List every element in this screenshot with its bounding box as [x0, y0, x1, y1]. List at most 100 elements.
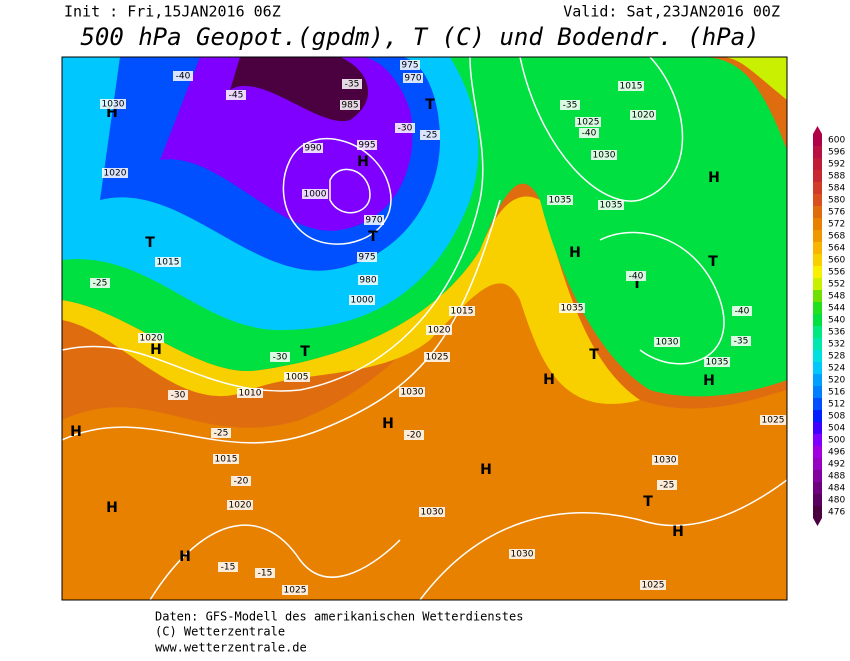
colorbar-tick: 500 [828, 436, 845, 446]
pressure-center: H [106, 500, 118, 516]
label-box [559, 303, 585, 313]
pressure-center: H [703, 373, 715, 389]
pressure-center: T [145, 235, 155, 251]
colorbar-swatch [813, 386, 822, 398]
colorbar-tick: 584 [828, 184, 845, 194]
label-box [138, 333, 164, 343]
pressure-center: T [425, 97, 435, 113]
footer-line: (C) Wetterzentrale [155, 625, 285, 639]
contour-label: -40 [582, 129, 597, 139]
contour-label: 1035 [706, 358, 729, 368]
colorbar-swatch [813, 254, 822, 266]
colorbar-tick: 532 [828, 340, 845, 350]
colorbar-tick: 488 [828, 472, 845, 482]
colorbar-swatch [813, 470, 822, 482]
label-box [237, 388, 263, 398]
map-frame [61, 56, 788, 601]
label-box [579, 128, 599, 138]
pressure-center: H [708, 170, 720, 186]
colorbar-swatch [813, 338, 822, 350]
colorbar-swatch [813, 146, 822, 158]
colorbar-swatch [813, 374, 822, 386]
colorbar-swatch [813, 398, 822, 410]
contour-label: -30 [273, 353, 288, 363]
label-box [400, 60, 420, 70]
colorbar-swatch [813, 458, 822, 470]
colorbar-tick: 576 [828, 208, 845, 218]
colorbar-swatch [813, 410, 822, 422]
contour-label: -30 [171, 391, 186, 401]
label-box [547, 195, 573, 205]
label-box [420, 130, 440, 140]
pressure-center: H [382, 416, 394, 432]
colorbar-tick: 520 [828, 376, 845, 386]
label-box [357, 252, 377, 262]
contour-label: -25 [214, 429, 229, 439]
contour-label: 1025 [642, 581, 665, 591]
label-box [340, 100, 360, 110]
label-box [657, 480, 677, 490]
contour-label: -15 [258, 569, 273, 579]
pressure-center: H [543, 372, 555, 388]
contour-label: 1005 [286, 373, 309, 383]
colorbar-tick: 596 [828, 148, 845, 158]
contour-label: 985 [341, 101, 358, 111]
pressure-center: T [643, 494, 653, 510]
colorbar-tick: 544 [828, 304, 845, 314]
label-box [173, 71, 193, 81]
colorbar-arrow [813, 126, 822, 134]
label-box [364, 215, 384, 225]
label-box [419, 507, 445, 517]
pressure-center: H [70, 424, 82, 440]
colorbar-tick: 524 [828, 364, 845, 374]
contour-label: -25 [423, 131, 438, 141]
contour-label: 1035 [549, 196, 572, 206]
colorbar-tick: 580 [828, 196, 845, 206]
colorbar-swatch [813, 422, 822, 434]
label-box [509, 549, 535, 559]
label-box [426, 325, 452, 335]
contour-label: 1020 [229, 501, 252, 511]
colorbar-tick: 588 [828, 172, 845, 182]
colorbar-swatch [813, 506, 822, 518]
contour-label: 1030 [511, 550, 534, 560]
colorbar-tick: 476 [828, 508, 845, 518]
contour-label: 1030 [401, 388, 424, 398]
contour-label: 1035 [600, 201, 623, 211]
contour-label: 1020 [140, 334, 163, 344]
contour-label: 980 [359, 276, 376, 286]
colorbar-swatch [813, 350, 822, 362]
contour-label: 1030 [421, 508, 444, 518]
label-box [255, 568, 275, 578]
contour-label: -25 [93, 279, 108, 289]
footer-line: www.wetterzentrale.de [155, 641, 307, 655]
contour-label: 990 [304, 144, 321, 154]
label-box [395, 123, 415, 133]
colorbar-tick: 560 [828, 256, 845, 266]
contour-label: 1000 [351, 296, 374, 306]
label-box [618, 81, 644, 91]
map [62, 57, 787, 600]
label-box [282, 585, 308, 595]
contour-label: -25 [660, 481, 675, 491]
contour-label: -45 [229, 91, 244, 101]
label-box [732, 306, 752, 316]
contour-label: 1015 [451, 307, 474, 317]
colorbar-tick: 512 [828, 400, 845, 410]
label-box [90, 278, 110, 288]
pressure-center: H [480, 462, 492, 478]
label-box [155, 257, 181, 267]
contour-label: 1030 [593, 151, 616, 161]
label-box [211, 428, 231, 438]
colorbar-swatch [813, 242, 822, 254]
contour-label: 1025 [426, 353, 449, 363]
colorbar-tick: 564 [828, 244, 845, 254]
label-box [342, 79, 362, 89]
pressure-center: T [368, 229, 378, 245]
label-box [560, 100, 580, 110]
contour-label: 1025 [762, 416, 785, 426]
colorbar-swatch [813, 302, 822, 314]
contour-label: -20 [407, 431, 422, 441]
colorbar-swatch [813, 278, 822, 290]
